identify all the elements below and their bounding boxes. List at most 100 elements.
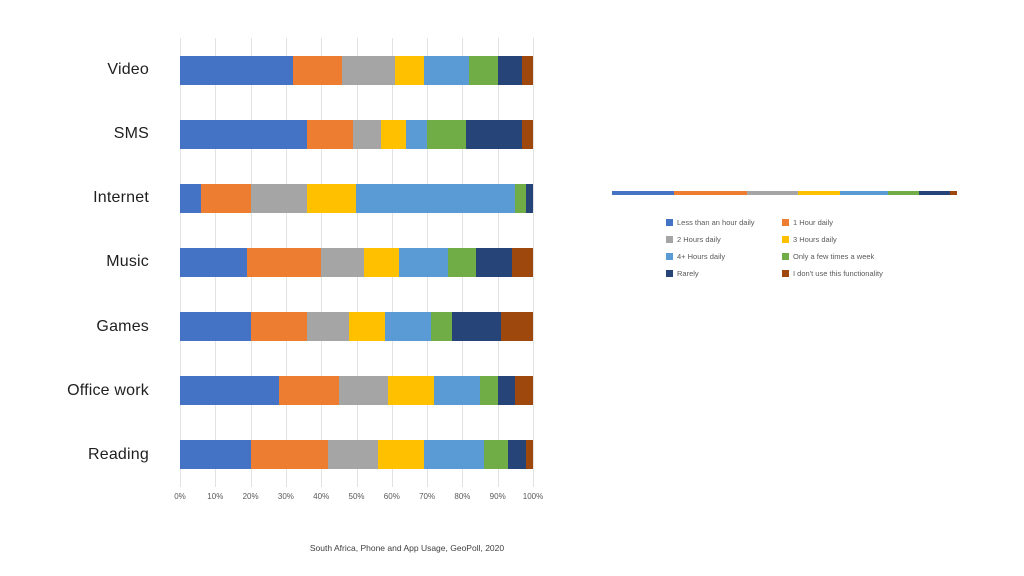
- stacked-bar-games: [180, 312, 533, 342]
- x-tick-label: 70%: [419, 492, 436, 501]
- mini-bar-segment: [746, 191, 799, 195]
- stacked-bar-reading: [180, 440, 533, 470]
- legend-item: 1 Hour daily: [782, 217, 883, 227]
- bar-row: [180, 38, 533, 102]
- mini-bar-segment: [919, 191, 951, 195]
- legend-swatch: [782, 269, 789, 277]
- x-tick-label: 80%: [454, 492, 471, 501]
- legend-swatch: [782, 252, 789, 260]
- bar-segment: [349, 312, 385, 342]
- bar-segment: [250, 440, 329, 470]
- bar-segment: [497, 55, 523, 85]
- legend-label: Only a few times a week: [793, 251, 875, 261]
- bar-segment: [180, 183, 202, 213]
- bar-segment: [508, 440, 526, 470]
- bar-segment: [525, 183, 533, 213]
- bar-segment: [448, 247, 477, 277]
- legend-swatch: [782, 218, 789, 226]
- category-label: Games: [96, 317, 149, 335]
- category-labels: Video SMS Internet Music Games Office work Rea…: [0, 38, 180, 487]
- stacked-bar-internet: [180, 183, 533, 213]
- bar-segment: [250, 183, 308, 213]
- mini-bar-segment: [950, 191, 957, 195]
- stacked-bar-chart: [180, 38, 534, 487]
- bar-segment: [515, 183, 526, 213]
- x-tick-label: 20%: [242, 492, 259, 501]
- bar-segment: [384, 312, 431, 342]
- bar-segment: [201, 183, 251, 213]
- bar-segment: [395, 55, 424, 85]
- category-label: Office work: [67, 381, 149, 399]
- bar-segment: [338, 376, 389, 406]
- bar-segment: [250, 312, 308, 342]
- x-tick-label: 40%: [313, 492, 330, 501]
- category-label: Music: [106, 253, 149, 271]
- legend-item: 2 Hours daily: [666, 234, 782, 244]
- bar-segment: [522, 55, 533, 85]
- legend-label: Rarely: [677, 268, 699, 278]
- bar-segment: [522, 119, 533, 149]
- bar-segment: [398, 247, 449, 277]
- stacked-bar-music: [180, 247, 533, 277]
- legend-swatch: [666, 269, 673, 277]
- bar-segment: [307, 119, 353, 149]
- bar-row: [180, 295, 533, 359]
- x-axis: 0% 10% 20% 30% 40% 50% 60% 70% 80% 90% 100%: [174, 492, 543, 504]
- legend-label: Less than an hour daily: [677, 217, 755, 227]
- bar-segment: [423, 440, 484, 470]
- bar-segment: [180, 440, 251, 470]
- bar-row: [180, 359, 533, 423]
- category-label: SMS: [113, 125, 149, 143]
- bar-segment: [247, 247, 322, 277]
- bar-segment: [423, 55, 470, 85]
- bar-row: [180, 102, 533, 166]
- legend-swatch: [666, 218, 673, 226]
- bar-segment: [321, 247, 364, 277]
- bar-segment: [356, 183, 516, 213]
- bar-segment: [377, 440, 424, 470]
- legend-swatch: [666, 235, 673, 243]
- stacked-bar-sms: [180, 119, 533, 149]
- bar-segment: [469, 55, 498, 85]
- bar-segment: [180, 376, 279, 406]
- mini-bar-segment: [612, 191, 675, 195]
- mini-stacked-bar: [612, 191, 957, 195]
- bar-rows: [180, 38, 533, 487]
- x-tick-label: 100%: [522, 492, 544, 501]
- bar-segment: [352, 119, 382, 149]
- category-label: Video: [107, 61, 149, 79]
- category-label: Reading: [87, 445, 149, 463]
- bar-segment: [292, 55, 343, 85]
- legend-item: Only a few times a week: [782, 251, 883, 261]
- x-tick-label: 60%: [383, 492, 400, 501]
- mini-bar-segment: [839, 191, 888, 195]
- legend: Less than an hour daily 1 Hour daily 2 Hou…: [666, 217, 883, 278]
- bar-segment: [363, 247, 399, 277]
- bar-segment: [381, 119, 406, 149]
- legend-label: 2 Hours daily: [677, 234, 721, 244]
- bar-segment: [434, 376, 480, 406]
- legend-label: I don't use this functionality: [793, 268, 883, 278]
- bar-segment: [465, 119, 523, 149]
- bar-segment: [180, 55, 293, 85]
- bar-segment: [328, 440, 378, 470]
- bar-segment: [342, 55, 396, 85]
- legend-swatch: [782, 235, 789, 243]
- legend-label: 1 Hour daily: [793, 217, 834, 227]
- bar-segment: [511, 247, 533, 277]
- legend-item: 4+ Hours daily: [666, 251, 782, 261]
- bar-row: [180, 166, 533, 230]
- x-tick-label: 90%: [489, 492, 506, 501]
- bar-segment: [483, 440, 509, 470]
- mini-bar-segment: [798, 191, 840, 195]
- bar-segment: [180, 312, 251, 342]
- bar-segment: [497, 376, 516, 406]
- stacked-bar-office-work: [180, 376, 533, 406]
- legend-item: Rarely: [666, 268, 782, 278]
- legend-label: 3 Hours daily: [793, 234, 837, 244]
- x-tick-label: 10%: [207, 492, 224, 501]
- mini-bar-segment: [888, 191, 920, 195]
- bar-segment: [515, 376, 533, 406]
- bar-segment: [476, 247, 512, 277]
